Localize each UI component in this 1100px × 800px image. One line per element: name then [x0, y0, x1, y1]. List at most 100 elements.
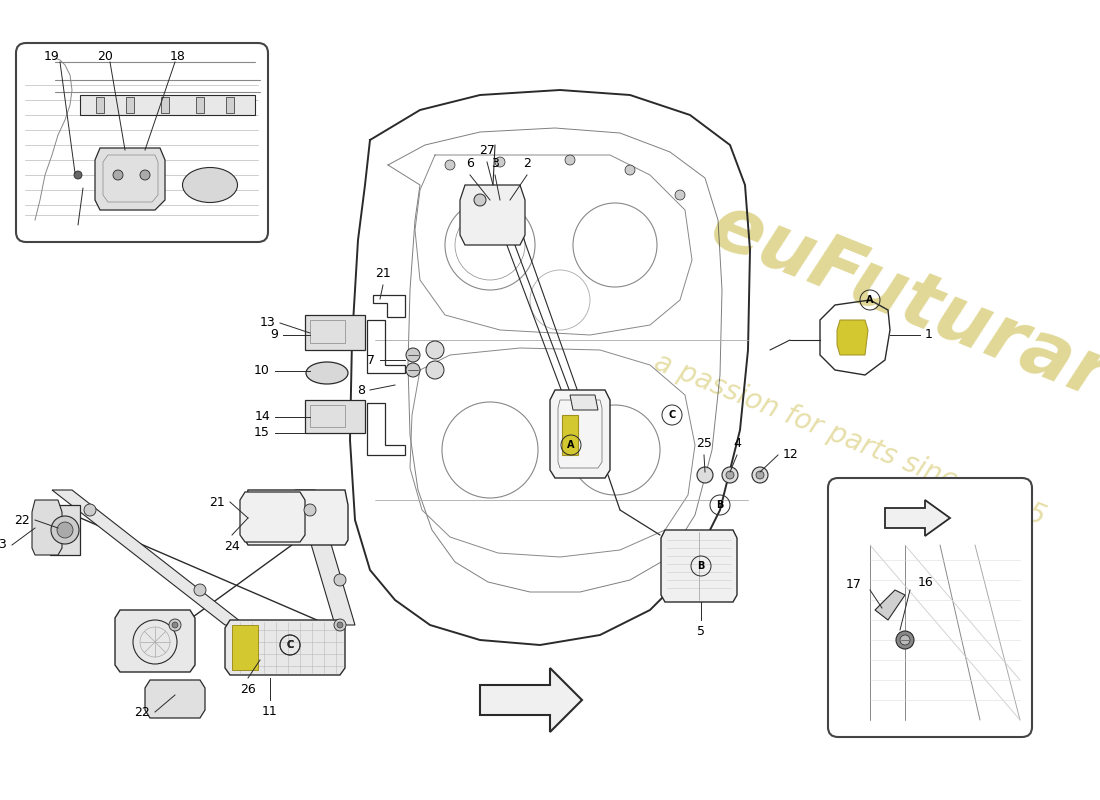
- Text: 22: 22: [14, 514, 30, 526]
- Polygon shape: [240, 492, 305, 542]
- Polygon shape: [305, 315, 365, 350]
- Circle shape: [334, 619, 346, 631]
- Text: 16: 16: [918, 577, 934, 590]
- Text: 25: 25: [696, 437, 712, 450]
- Ellipse shape: [183, 167, 238, 202]
- Text: C: C: [669, 410, 675, 420]
- Text: 11: 11: [262, 705, 278, 718]
- Text: 4: 4: [733, 437, 741, 450]
- Polygon shape: [460, 185, 525, 245]
- Circle shape: [337, 622, 343, 628]
- Circle shape: [675, 190, 685, 200]
- Text: 1: 1: [925, 329, 933, 342]
- Bar: [196, 97, 204, 113]
- Circle shape: [140, 170, 150, 180]
- Circle shape: [169, 619, 182, 631]
- Text: 21: 21: [209, 495, 226, 509]
- Polygon shape: [661, 530, 737, 602]
- Text: 5: 5: [697, 625, 705, 638]
- Bar: [161, 97, 169, 113]
- Circle shape: [474, 194, 486, 206]
- Text: 14: 14: [254, 410, 270, 423]
- Text: 19: 19: [44, 50, 59, 63]
- Text: C: C: [286, 640, 294, 650]
- Polygon shape: [480, 668, 582, 732]
- Polygon shape: [32, 500, 62, 555]
- Circle shape: [495, 157, 505, 167]
- Circle shape: [51, 516, 79, 544]
- Text: 3: 3: [491, 157, 499, 170]
- Polygon shape: [305, 400, 365, 433]
- Ellipse shape: [306, 362, 348, 384]
- Polygon shape: [245, 490, 348, 545]
- Text: A: A: [867, 295, 873, 305]
- Circle shape: [565, 155, 575, 165]
- Text: 7: 7: [367, 354, 375, 366]
- Text: euFuturares: euFuturares: [700, 188, 1100, 452]
- Text: 13: 13: [260, 317, 275, 330]
- Polygon shape: [550, 390, 610, 478]
- Text: 22: 22: [134, 706, 150, 718]
- Bar: [80, 95, 255, 115]
- Circle shape: [426, 341, 444, 359]
- Text: 17: 17: [846, 578, 862, 590]
- Polygon shape: [874, 590, 905, 620]
- Polygon shape: [226, 620, 345, 675]
- Text: 27: 27: [480, 144, 495, 157]
- Circle shape: [446, 160, 455, 170]
- Polygon shape: [95, 148, 165, 210]
- Circle shape: [756, 471, 764, 479]
- Text: A: A: [568, 440, 574, 450]
- Circle shape: [625, 165, 635, 175]
- Circle shape: [74, 171, 82, 179]
- Circle shape: [900, 635, 910, 645]
- Circle shape: [752, 467, 768, 483]
- Polygon shape: [52, 490, 245, 625]
- Circle shape: [334, 574, 346, 586]
- Text: 9: 9: [271, 329, 278, 342]
- Text: 18: 18: [170, 50, 186, 63]
- Text: 6: 6: [466, 157, 474, 170]
- Circle shape: [84, 504, 96, 516]
- Bar: [126, 97, 134, 113]
- Circle shape: [172, 622, 178, 628]
- Polygon shape: [295, 490, 355, 625]
- Circle shape: [426, 361, 444, 379]
- Polygon shape: [562, 415, 578, 455]
- Text: 24: 24: [224, 540, 240, 553]
- Polygon shape: [50, 505, 80, 555]
- Text: 8: 8: [358, 383, 365, 397]
- Text: 2: 2: [524, 157, 531, 170]
- Polygon shape: [837, 320, 868, 355]
- Circle shape: [406, 348, 420, 362]
- Circle shape: [194, 584, 206, 596]
- Circle shape: [896, 631, 914, 649]
- Text: B: B: [697, 561, 705, 571]
- Text: C: C: [286, 640, 294, 650]
- Polygon shape: [570, 395, 598, 410]
- Text: 15: 15: [254, 426, 270, 439]
- FancyBboxPatch shape: [828, 478, 1032, 737]
- Circle shape: [722, 467, 738, 483]
- Bar: [96, 97, 104, 113]
- Polygon shape: [232, 625, 258, 670]
- Text: B: B: [716, 500, 724, 510]
- Text: 10: 10: [254, 365, 270, 378]
- Polygon shape: [145, 680, 205, 718]
- Text: 23: 23: [0, 538, 7, 551]
- Circle shape: [726, 471, 734, 479]
- Circle shape: [113, 170, 123, 180]
- Circle shape: [57, 522, 73, 538]
- Text: 21: 21: [375, 267, 390, 280]
- Text: 12: 12: [783, 449, 799, 462]
- Circle shape: [304, 504, 316, 516]
- Bar: [226, 97, 234, 113]
- Text: a passion for parts since 1985: a passion for parts since 1985: [650, 349, 1049, 531]
- Polygon shape: [116, 610, 195, 672]
- Text: 20: 20: [97, 50, 113, 63]
- Circle shape: [697, 467, 713, 483]
- Polygon shape: [886, 500, 950, 536]
- Circle shape: [406, 363, 420, 377]
- Text: 26: 26: [240, 683, 256, 696]
- FancyBboxPatch shape: [16, 43, 268, 242]
